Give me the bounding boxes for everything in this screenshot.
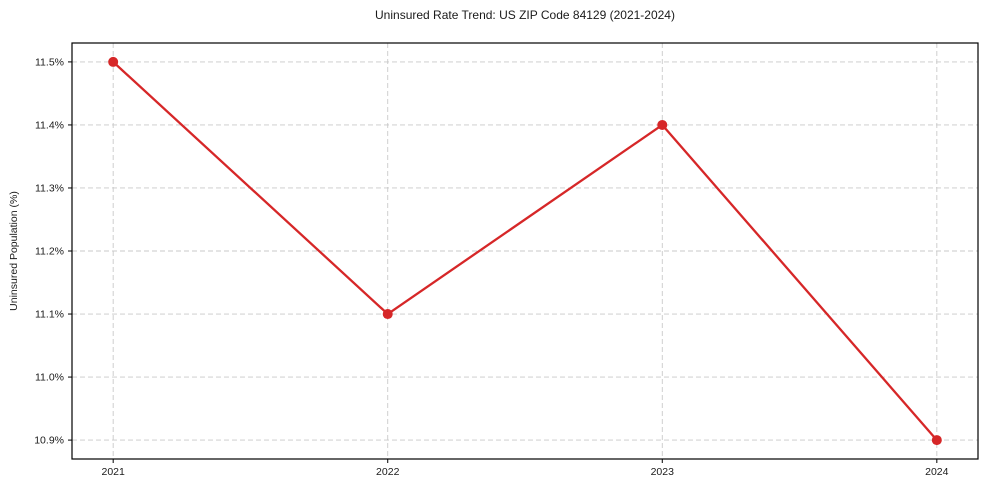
data-point-marker: [657, 119, 668, 130]
y-tick-label: 11.0%: [35, 372, 64, 384]
x-tick-label: 2021: [102, 466, 126, 478]
x-tick-label: 2022: [376, 466, 400, 478]
y-tick-label: 10.9%: [34, 435, 64, 447]
data-point-marker: [108, 56, 119, 67]
y-tick-label: 11.5%: [35, 56, 64, 68]
data-point-marker: [382, 309, 393, 320]
y-tick-label: 11.2%: [35, 246, 64, 258]
trend-line: [112, 60, 938, 442]
y-tick-label: 11.1%: [35, 309, 64, 321]
x-tick-label: 2023: [651, 466, 675, 478]
chart-title: Uninsured Rate Trend: US ZIP Code 84129 …: [375, 8, 675, 22]
y-tick-label: 11.3%: [35, 182, 64, 194]
x-tick-label: 2024: [925, 466, 949, 478]
data-point-marker: [931, 435, 942, 446]
y-tick-label: 11.4%: [35, 119, 64, 131]
